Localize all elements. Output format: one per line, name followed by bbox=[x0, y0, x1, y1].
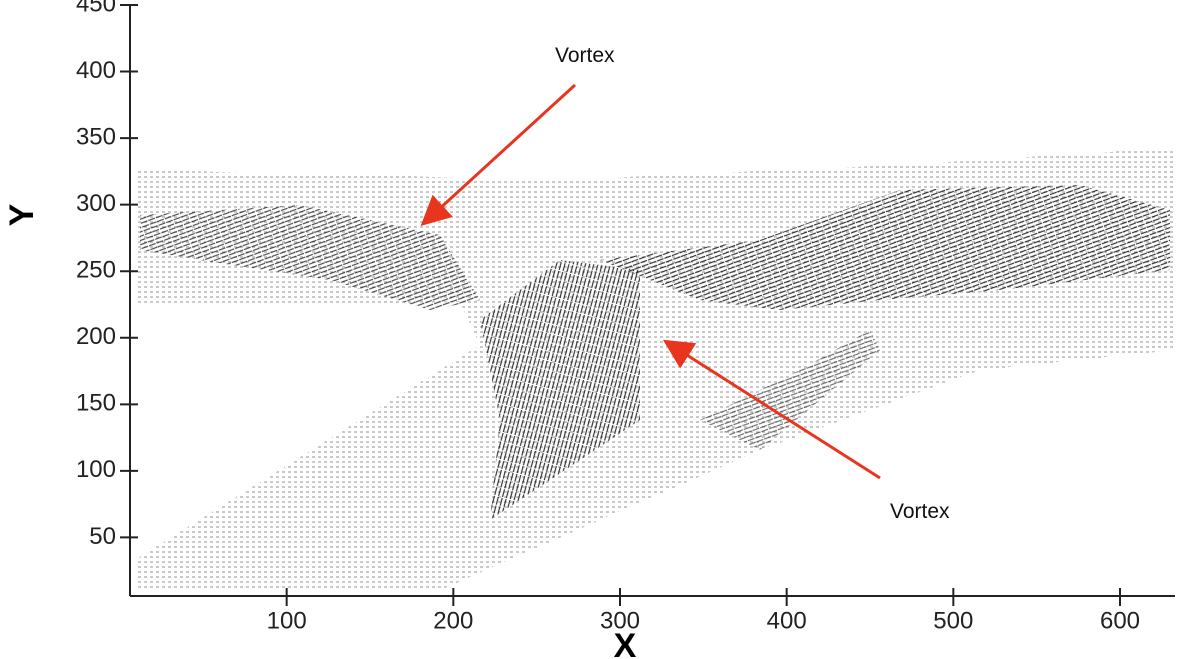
y-tick-label: 300 bbox=[76, 190, 116, 217]
y-tick-label: 100 bbox=[76, 456, 116, 483]
y-tick-label: 350 bbox=[76, 123, 116, 150]
flow-streak bbox=[600, 185, 1170, 310]
annotation-arrow bbox=[420, 83, 577, 227]
annotation-arrow bbox=[662, 339, 881, 480]
y-tick-label: 400 bbox=[76, 57, 116, 84]
axes bbox=[120, 4, 1175, 606]
flow-streak bbox=[700, 330, 880, 450]
x-tick-label: 500 bbox=[933, 607, 973, 634]
x-tick-label: 300 bbox=[600, 607, 640, 634]
y-tick-label: 150 bbox=[76, 390, 116, 417]
y-axis-label: Y bbox=[3, 203, 41, 226]
annotation: Vortex bbox=[555, 44, 615, 67]
x-tick-label: 200 bbox=[433, 607, 473, 634]
annotation: Vortex bbox=[890, 500, 950, 523]
x-tick-label: 600 bbox=[1100, 607, 1140, 634]
y-tick-label: 450 bbox=[76, 0, 116, 17]
flow-streak bbox=[140, 205, 480, 310]
x-tick-label: 100 bbox=[267, 607, 307, 634]
x-axis-label: X bbox=[614, 627, 637, 659]
x-tick-label: 400 bbox=[767, 607, 807, 634]
y-tick-label: 250 bbox=[76, 257, 116, 284]
flow-streak bbox=[480, 260, 640, 520]
vector-field bbox=[135, 148, 1175, 590]
y-tick-label: 200 bbox=[76, 323, 116, 350]
y-tick-label: 50 bbox=[89, 523, 116, 550]
